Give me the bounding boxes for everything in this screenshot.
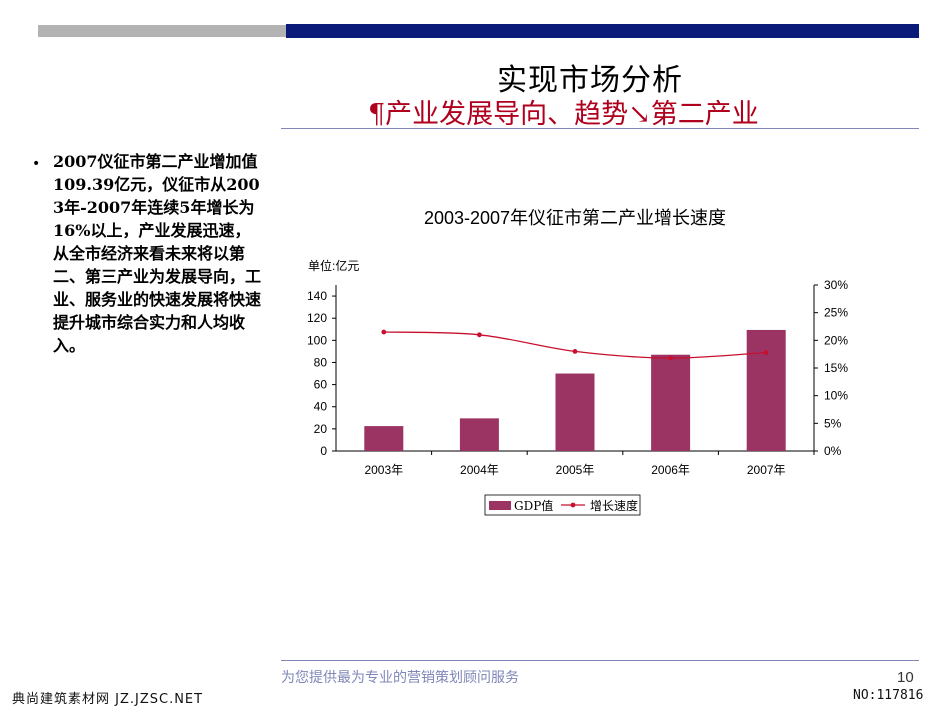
chart: 单位:亿元 0 20 40 60 80 100 120 140 0% 5% 10% 15% 20% 25% 3… [307, 258, 848, 516]
growth-rate-line [383, 331, 767, 359]
footer-divider [281, 660, 919, 661]
y-right-tick-label: 0% [824, 444, 842, 458]
bar-4 [651, 354, 691, 451]
unit-label: 单位:亿元 [308, 258, 359, 273]
bar-5 [746, 329, 786, 451]
y-right-tick-label: 15% [824, 361, 848, 375]
y-left-tick-label: 60 [314, 378, 328, 392]
x-tick-label: 2003年 [364, 463, 403, 477]
growth-point-3 [572, 349, 578, 354]
x-tick-label: 2007年 [747, 463, 786, 477]
y-left-tick-label: 20 [314, 422, 328, 436]
slide-title: 实现市场分析 [497, 63, 683, 98]
y-right-tick-label: 5% [824, 416, 842, 430]
y-left-tick-label: 40 [314, 400, 328, 414]
y-right-tick-label: 10% [824, 389, 848, 403]
growth-point-4 [668, 355, 673, 361]
legend-bar-swatch [489, 501, 511, 510]
bullet-marker: • [32, 156, 41, 172]
growth-point-5 [763, 350, 769, 355]
legend-line-label: 增长速度 [590, 498, 638, 513]
title-divider [281, 128, 919, 129]
x-tick-label: 2004年 [460, 463, 499, 477]
legend-line-marker [570, 502, 576, 508]
x-tick-label: 2005年 [556, 463, 595, 477]
y-left-tick-label: 140 [307, 289, 327, 303]
growth-point-1 [381, 329, 387, 335]
chart-title: 2003-2007年仪征市第二产业增长速度 [423, 208, 727, 228]
y-right-tick-label: 20% [824, 333, 848, 347]
y-right-tick-label: 30% [824, 278, 848, 292]
y-left-tick-label: 120 [307, 311, 327, 325]
header-bar-navy [286, 24, 919, 38]
watermark-id: NO:117816 [853, 688, 924, 703]
watermark-site: 典尚建筑素材网 JZ.JZSC.NET [12, 692, 204, 707]
slide-subtitle: ¶产业发展导向、趋势↘第二产业 [368, 99, 759, 130]
growth-point-2 [477, 332, 482, 338]
y-left-tick-label: 80 [314, 355, 328, 369]
y-left-tick-label: 0 [320, 444, 327, 458]
footer-slogan: 为您提供最为专业的营销策划顾问服务 [281, 670, 519, 686]
legend-bar-label: GDP值 [514, 498, 553, 513]
bar-3 [555, 373, 595, 451]
page-number: 10 [897, 669, 914, 686]
header-bar-gray [38, 25, 286, 37]
bar-1 [364, 426, 404, 451]
x-tick-label: 2006年 [651, 463, 690, 477]
y-left-tick-label: 100 [307, 333, 327, 347]
y-right-tick-label: 25% [824, 306, 848, 320]
bullet-text: 2007仪征市第二产业增加值109.39亿元，仪征市从2003年-2007年连续… [53, 152, 262, 355]
bar-2 [459, 418, 499, 451]
